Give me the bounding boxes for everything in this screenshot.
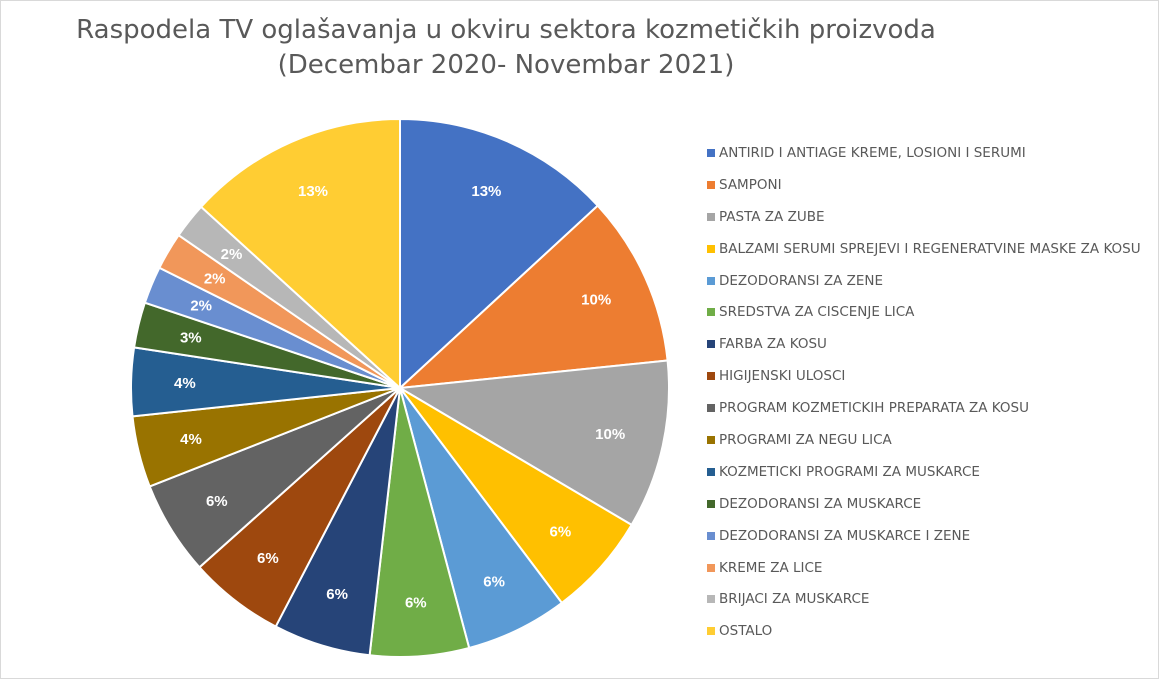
legend-label: BALZAMI SERUMI SPREJEVI I REGENERATVINE … bbox=[719, 240, 1141, 257]
legend-label: KOZMETICKI PROGRAMI ZA MUSKARCE bbox=[719, 463, 980, 480]
legend-label: HIGIJENSKI ULOSCI bbox=[719, 368, 846, 385]
legend-swatch bbox=[707, 276, 715, 285]
legend-item: KOZMETICKI PROGRAMI ZA MUSKARCE bbox=[707, 456, 1141, 488]
legend-swatch bbox=[707, 340, 715, 349]
pie-data-label-8: 6% bbox=[257, 550, 279, 567]
legend-item: BRIJACI ZA MUSKARCE bbox=[707, 583, 1141, 615]
legend-label: BRIJACI ZA MUSKARCE bbox=[719, 591, 870, 608]
legend-item: FARBA ZA KOSU bbox=[707, 328, 1141, 360]
pie-data-label-9: 6% bbox=[206, 493, 228, 510]
pie-slice-16 bbox=[199, 117, 401, 391]
legend-item: DEZODORANSI ZA MUSKARCE bbox=[707, 488, 1141, 520]
legend-label: ANTIRID I ANTIAGE KREME, LOSIONI I SERUM… bbox=[719, 144, 1026, 161]
legend-swatch bbox=[707, 212, 715, 221]
legend-label: DEZODORANSI ZA MUSKARCE I ZENE bbox=[719, 527, 971, 544]
legend-item: BALZAMI SERUMI SPREJEVI I REGENERATVINE … bbox=[707, 233, 1141, 265]
pie-data-label-15: 2% bbox=[221, 246, 243, 263]
pie-data-label-3: 10% bbox=[595, 426, 625, 443]
legend-item: DEZODORANSI ZA ZENE bbox=[707, 265, 1141, 297]
pie-slices bbox=[130, 117, 670, 658]
legend-item: PROGRAM KOZMETICKIH PREPARATA ZA KOSU bbox=[707, 392, 1141, 424]
pie-data-label-6: 6% bbox=[405, 595, 427, 612]
legend-label: SREDSTVA ZA CISCENJE LICA bbox=[719, 304, 915, 321]
chart-title-line: Raspodela TV oglašavanja u okviru sektor… bbox=[76, 15, 936, 45]
legend-item: ANTIRID I ANTIAGE KREME, LOSIONI I SERUM… bbox=[707, 137, 1141, 169]
chart-title: Raspodela TV oglašavanja u okviru sektor… bbox=[1, 13, 1011, 83]
legend-swatch bbox=[707, 244, 715, 253]
legend-item: OSTALO bbox=[707, 615, 1141, 647]
pie-slice-1 bbox=[399, 117, 600, 391]
legend-label: PROGRAM KOZMETICKIH PREPARATA ZA KOSU bbox=[719, 400, 1029, 417]
chart-subtitle-line: (Decembar 2020- Novembar 2021) bbox=[277, 50, 735, 80]
pie-data-label-12: 3% bbox=[180, 330, 202, 347]
pie-data-label-13: 2% bbox=[190, 298, 212, 315]
chart-legend: ANTIRID I ANTIAGE KREME, LOSIONI I SERUM… bbox=[707, 137, 1141, 647]
legend-label: FARBA ZA KOSU bbox=[719, 336, 827, 353]
pie-slice-3 bbox=[396, 359, 670, 527]
legend-label: OSTALO bbox=[719, 623, 773, 640]
legend-item: SAMPONI bbox=[707, 169, 1141, 201]
legend-swatch bbox=[707, 180, 715, 189]
legend-swatch bbox=[707, 372, 715, 381]
legend-item: PASTA ZA ZUBE bbox=[707, 201, 1141, 233]
pie-data-label-14: 2% bbox=[204, 271, 226, 288]
legend-swatch bbox=[707, 595, 715, 604]
legend-swatch bbox=[707, 435, 715, 444]
legend-item: KREME ZA LICE bbox=[707, 552, 1141, 584]
legend-swatch bbox=[707, 563, 715, 572]
legend-item: DEZODORANSI ZA MUSKARCE I ZENE bbox=[707, 520, 1141, 552]
pie-data-label-11: 4% bbox=[174, 375, 196, 392]
legend-swatch bbox=[707, 499, 715, 508]
legend-swatch bbox=[707, 404, 715, 413]
legend-item: SREDSTVA ZA CISCENJE LICA bbox=[707, 296, 1141, 328]
pie-data-label-10: 4% bbox=[180, 431, 202, 448]
pie-data-label-5: 6% bbox=[483, 574, 505, 591]
legend-label: DEZODORANSI ZA ZENE bbox=[719, 272, 884, 289]
legend-item: HIGIJENSKI ULOSCI bbox=[707, 360, 1141, 392]
legend-swatch bbox=[707, 531, 715, 540]
legend-swatch bbox=[707, 467, 715, 476]
legend-item: PROGRAMI ZA NEGU LICA bbox=[707, 424, 1141, 456]
pie-data-label-2: 10% bbox=[581, 292, 611, 309]
pie-data-label-16: 13% bbox=[298, 183, 328, 200]
pie-data-label-7: 6% bbox=[326, 586, 348, 603]
legend-swatch bbox=[707, 148, 715, 157]
legend-label: KREME ZA LICE bbox=[719, 559, 823, 576]
legend-swatch bbox=[707, 627, 715, 636]
legend-label: PASTA ZA ZUBE bbox=[719, 208, 825, 225]
pie-data-labels: 13% 10% 10% 6% 6% 6% 6% 6% 6% 4% 4% 3% 2% 2% 2% 13% bbox=[174, 183, 625, 612]
pie-slice-2 bbox=[397, 204, 669, 390]
legend-label: DEZODORANSI ZA MUSKARCE bbox=[719, 495, 922, 512]
pie-data-label-1: 13% bbox=[471, 183, 501, 200]
legend-label: SAMPONI bbox=[719, 176, 782, 193]
legend-label: PROGRAMI ZA NEGU LICA bbox=[719, 431, 892, 448]
pie-data-label-4: 6% bbox=[550, 523, 572, 540]
legend-swatch bbox=[707, 308, 715, 317]
